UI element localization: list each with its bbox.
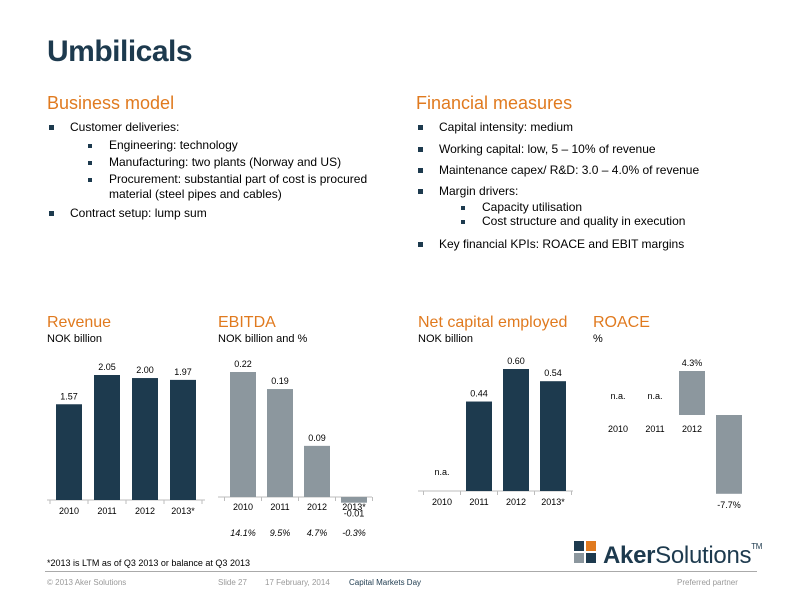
nce-chart-unit: NOK billion	[418, 333, 474, 345]
fm-bullet-3: Maintenance capex/ R&D: 3.0 – 4.0% of re…	[418, 163, 758, 178]
revenue-chart-unit: NOK billion	[47, 333, 103, 345]
revenue-category-label: 2010	[59, 506, 79, 516]
business-model-heading: Business model	[47, 93, 175, 113]
roace-chart-unit: %	[593, 333, 603, 345]
fm-subbullet-2: Cost structure and quality in execution	[461, 214, 761, 229]
ebitda-margin-label: -0.3%	[342, 528, 366, 538]
ebitda-category-label: 2011	[270, 502, 289, 512]
revenue-chart-title: Revenue	[47, 314, 112, 331]
bullet-square-icon	[88, 144, 92, 148]
nce-data-label: 0.54	[544, 368, 562, 378]
slide-title: Umbilicals	[47, 35, 193, 68]
ebitda-category-label: 2013*	[342, 502, 366, 512]
footer-date: 17 February, 2014	[265, 578, 330, 587]
fm-bullet-5: Key financial KPIs: ROACE and EBIT margi…	[418, 237, 758, 252]
footer-divider	[45, 571, 757, 572]
ebitda-margin-label: 9.5%	[270, 528, 291, 538]
nce-data-label: 0.60	[507, 356, 525, 366]
nce-category-label: 2012	[506, 497, 526, 507]
revenue-category-label: 2012	[135, 506, 155, 516]
bullet-square-icon	[461, 206, 465, 210]
roace-category-label: 2012	[682, 424, 702, 434]
ebitda-data-label: -0.01	[344, 509, 365, 519]
revenue-data-label: 1.57	[60, 391, 78, 401]
ebitda-bar	[230, 372, 256, 497]
ebitda-category-label: 2012	[307, 502, 327, 512]
ebitda-data-label: 0.19	[271, 376, 289, 386]
revenue-bar	[170, 379, 196, 500]
roace-bar	[716, 415, 742, 494]
revenue-bar	[132, 378, 158, 500]
bullet-square-icon	[88, 178, 92, 182]
revenue-category-label: 2013*	[171, 506, 195, 516]
bullet-square-icon	[418, 147, 423, 152]
footer-tagline: Preferred partner	[677, 578, 738, 587]
ebitda-data-label: 0.22	[234, 359, 252, 369]
bullet-square-icon	[418, 125, 423, 130]
roace-bar	[679, 371, 705, 415]
roace-category-label: 2010	[608, 424, 628, 434]
revenue-data-label: 2.05	[98, 362, 116, 372]
bullet-square-icon	[418, 189, 423, 194]
revenue-bar	[94, 375, 120, 500]
bm-subbullet-2: Manufacturing: two plants (Norway and US…	[88, 155, 388, 170]
nce-category-label: 2011	[469, 497, 488, 507]
nce-data-label: 0.44	[470, 389, 488, 399]
ebitda-bar	[341, 497, 367, 503]
revenue-category-label: 2011	[97, 506, 116, 516]
footer-copyright: © 2013 Aker Solutions	[47, 578, 127, 587]
nce-data-label: n.a.	[434, 467, 449, 477]
fm-bullet-1: Capital intensity: medium	[418, 120, 758, 135]
ebitda-margin-label: 14.1%	[230, 528, 256, 538]
roace-data-label: -7.7%	[717, 500, 741, 510]
roace-chart-title: ROACE	[593, 314, 650, 331]
ebitda-bar	[267, 389, 293, 497]
footnote: *2013 is LTM as of Q3 2013 or balance at…	[47, 558, 250, 568]
roace-data-label: n.a.	[647, 391, 662, 401]
bm-bullet-2: Contract setup: lump sum	[49, 206, 349, 221]
fm-subbullet-1: Capacity utilisation	[461, 200, 761, 215]
fm-bullet-4: Margin drivers:	[418, 184, 758, 199]
ebitda-data-label: 0.09	[308, 433, 326, 443]
bm-subbullet-1: Engineering: technology	[88, 138, 388, 153]
fm-bullet-2: Working capital: low, 5 – 10% of revenue	[418, 142, 758, 157]
bullet-square-icon	[88, 161, 92, 165]
ebitda-bar	[304, 445, 330, 497]
bullet-square-icon	[418, 168, 423, 173]
footer-event: Capital Markets Day	[349, 578, 422, 587]
bullet-square-icon	[49, 125, 54, 130]
nce-chart-title: Net capital employed	[418, 314, 568, 331]
nce-bar	[466, 401, 492, 491]
bullet-square-icon	[418, 242, 423, 247]
ebitda-category-label: 2010	[233, 502, 253, 512]
ebitda-chart-title: EBITDA	[218, 314, 276, 331]
bullet-square-icon	[461, 220, 465, 224]
footer-slide-number: Slide 27	[218, 578, 247, 587]
roace-data-label: 4.3%	[682, 358, 703, 368]
financial-measures-heading: Financial measures	[416, 93, 573, 113]
bullet-square-icon	[49, 211, 54, 216]
nce-bar	[540, 381, 566, 491]
nce-category-label: 2013*	[541, 497, 565, 507]
bm-bullet-1: Customer deliveries:	[49, 120, 349, 135]
revenue-data-label: 1.97	[174, 367, 192, 377]
bm-subbullet-3: Procurement: substantial part of cost is…	[88, 172, 388, 202]
revenue-data-label: 2.00	[136, 365, 154, 375]
nce-category-label: 2010	[432, 497, 452, 507]
revenue-bar	[56, 404, 82, 500]
nce-bar	[503, 369, 529, 491]
ebitda-chart-unit: NOK billion and %	[218, 333, 308, 345]
ebitda-margin-label: 4.7%	[307, 528, 328, 538]
roace-data-label: n.a.	[610, 391, 625, 401]
logo-wordmark: AkerSolutionsTM	[603, 542, 763, 569]
roace-category-label: 2011	[645, 424, 664, 434]
